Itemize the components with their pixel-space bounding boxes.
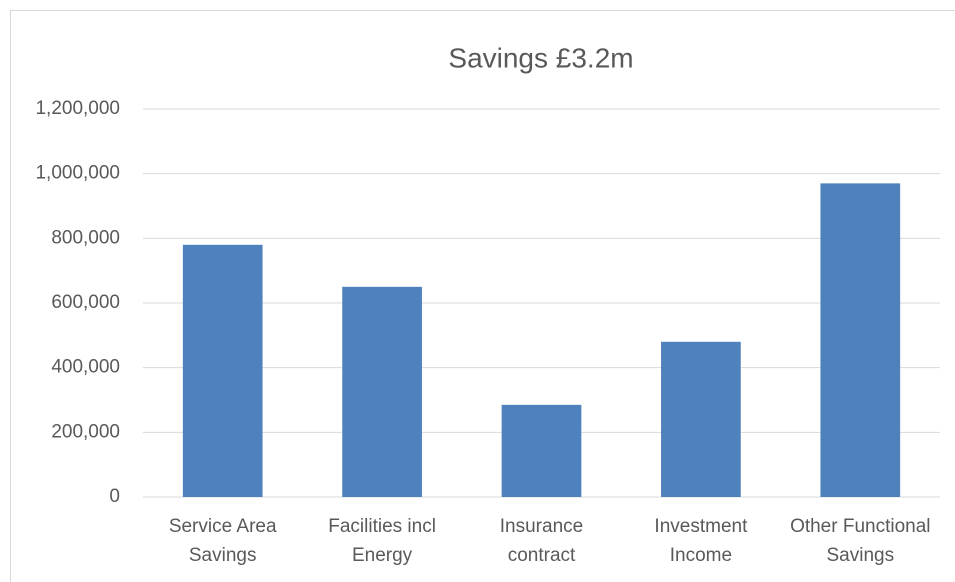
x-tick-label: Investment Income bbox=[654, 516, 748, 566]
x-tick-label: Other Functional Savings bbox=[790, 516, 931, 566]
bar bbox=[501, 404, 582, 497]
x-tick-label: Insurance contract bbox=[499, 516, 584, 566]
y-tick-label: 600,000 bbox=[51, 292, 120, 313]
bar bbox=[342, 286, 422, 497]
bar bbox=[661, 341, 741, 497]
y-tick-label: 0 bbox=[109, 486, 120, 507]
bar bbox=[820, 183, 901, 497]
x-tick-label: Service Area Savings bbox=[168, 516, 277, 566]
chart-border bbox=[10, 10, 955, 582]
y-tick-label: 1,000,000 bbox=[35, 163, 120, 184]
bar bbox=[182, 244, 263, 497]
x-tick-label: Facilities incl Energy bbox=[328, 516, 436, 566]
y-tick-label: 200,000 bbox=[51, 421, 120, 442]
y-tick-label: 400,000 bbox=[51, 357, 120, 378]
chart-title: Savings £3.2m bbox=[448, 42, 633, 73]
y-tick-label: 800,000 bbox=[51, 227, 120, 248]
y-tick-label: 1,200,000 bbox=[35, 98, 120, 119]
